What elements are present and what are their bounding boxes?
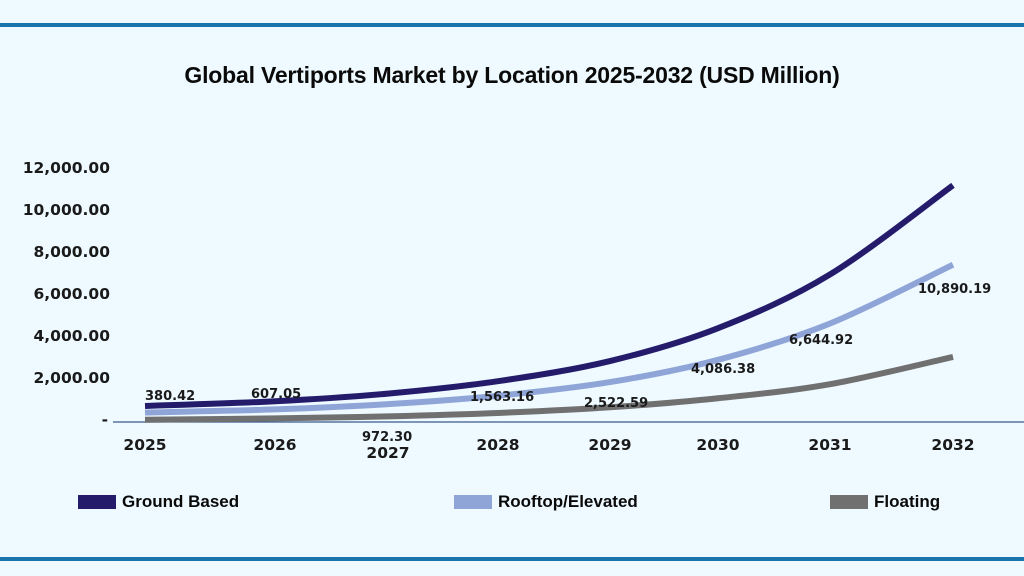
y-tick-label: 12,000.00 [22, 159, 110, 177]
legend-label: Ground Based [122, 492, 240, 511]
legend-item-ground-based: Ground Based [78, 492, 239, 512]
legend-item-floating: Floating [830, 492, 940, 512]
data-label: 2,522.59 [584, 396, 649, 411]
y-tick-label: 10,000.00 [22, 201, 110, 219]
y-tick-label: 6,000.00 [33, 285, 111, 303]
legend-item-rooftop-elevated: Rooftop/Elevated [454, 492, 638, 512]
top-rule [0, 23, 1024, 27]
y-tick-label: 4,000.00 [33, 327, 111, 345]
legend-swatch-ground-based [78, 495, 116, 509]
chart-title: Global Vertiports Market by Location 202… [184, 62, 840, 88]
series-floating-line [144, 353, 954, 423]
x-tick-label: 2031 [808, 436, 852, 454]
legend-label: Floating [874, 492, 941, 511]
data-label: 10,890.19 [918, 282, 992, 297]
x-tick-label: 2028 [476, 436, 520, 454]
x-tick-label: 2027 [366, 444, 410, 462]
x-tick-label: 2030 [696, 436, 740, 454]
x-tick-label: 2025 [123, 436, 167, 454]
series-ground-based-line [144, 182, 955, 410]
y-tick-label: 8,000.00 [33, 243, 111, 261]
legend-swatch-rooftop-elevated [454, 495, 492, 509]
data-label: 972.30 [362, 430, 413, 445]
y-tick-label: 2,000.00 [33, 369, 111, 387]
x-tick-label: 2029 [588, 436, 632, 454]
bottom-rule [0, 557, 1024, 561]
data-label: 1,563.16 [470, 390, 535, 405]
legend-label: Rooftop/Elevated [498, 492, 638, 511]
series-rooftop-elevated-line [144, 261, 955, 416]
x-tick-label: 2026 [253, 436, 297, 454]
data-label: 380.42 [145, 389, 196, 404]
data-label: 607.05 [251, 387, 302, 402]
y-tick-label: - [101, 411, 108, 429]
data-label: 6,644.92 [789, 333, 854, 348]
x-tick-label: 2032 [931, 436, 975, 454]
legend-swatch-floating [830, 495, 868, 509]
data-label: 4,086.38 [691, 362, 756, 377]
